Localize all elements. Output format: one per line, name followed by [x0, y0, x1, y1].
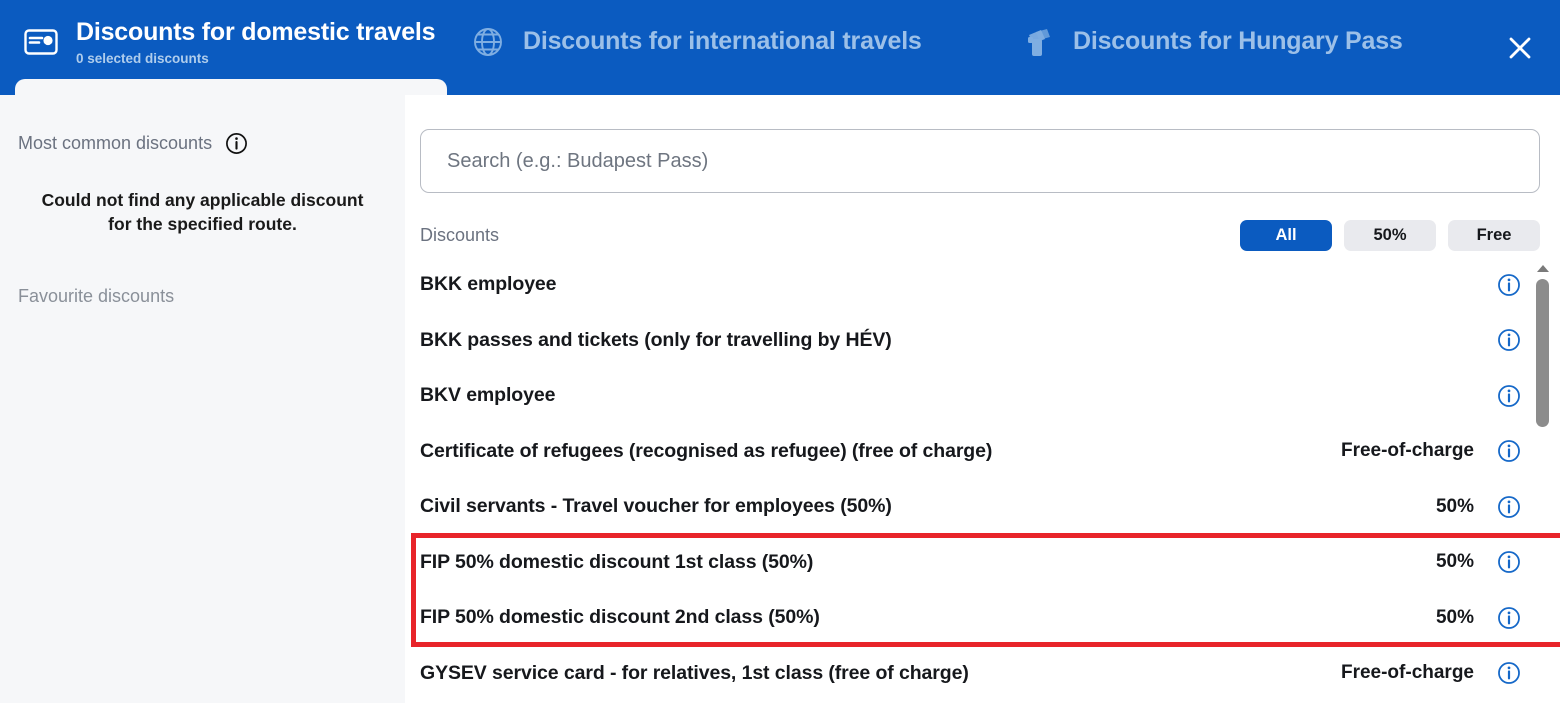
close-icon[interactable]	[1502, 30, 1538, 66]
discount-name: Certificate of refugees (recognised as r…	[420, 439, 993, 462]
table-row[interactable]: FIP 50% domestic discount 1st class (50%…	[405, 535, 1560, 591]
discount-value: 50%	[1435, 551, 1474, 573]
discount-value: Free-of-charge	[1340, 440, 1474, 462]
table-row[interactable]: FIP 50% domestic discount 2nd class (50%…	[405, 590, 1560, 646]
sidebar-most-common-label: Most common discounts	[18, 133, 213, 153]
sidebar-most-common-header: Most common discounts	[18, 131, 387, 156]
scrollbar-thumb[interactable]	[1536, 279, 1549, 427]
info-icon[interactable]	[1496, 549, 1522, 575]
table-row[interactable]: BKV employee	[405, 368, 1560, 424]
discount-value: 50%	[1435, 495, 1474, 517]
discount-name: GYSEV service card - for relatives, 1st …	[420, 661, 969, 684]
dialog-body: Most common discounts Could not find any…	[0, 95, 1560, 703]
discount-list: BKK employee BKK passes and tickets (onl…	[405, 257, 1560, 701]
discount-name: BKK passes and tickets (only for travell…	[420, 328, 892, 351]
discount-name: BKK employee	[420, 273, 557, 296]
info-icon[interactable]	[224, 131, 249, 156]
filter-all-button[interactable]: All	[1240, 219, 1332, 251]
tab-discounts-international[interactable]: Discounts for international travels	[447, 0, 1007, 84]
tab-discounts-domestic[interactable]: Discounts for domestic travels 0 selecte…	[0, 0, 447, 84]
discounts-label: Discounts	[420, 224, 500, 245]
globe-icon	[469, 23, 507, 61]
sidebar-favourite-label: Favourite discounts	[18, 286, 175, 307]
discount-value: Free-of-charge	[1340, 662, 1474, 684]
dialog-header: Discounts for domestic travels 0 selecte…	[0, 0, 1560, 95]
info-icon[interactable]	[1496, 605, 1522, 631]
tab-domestic-title: Discounts for domestic travels	[76, 18, 436, 47]
tab-domestic-subtitle: 0 selected discounts	[76, 50, 209, 66]
filter-free-button[interactable]: Free	[1448, 219, 1540, 251]
active-tab-indicator	[15, 79, 447, 95]
table-row[interactable]: Civil servants - Travel voucher for empl…	[405, 479, 1560, 535]
info-icon[interactable]	[1496, 383, 1522, 409]
discount-name: Civil servants - Travel voucher for empl…	[420, 495, 892, 518]
hungary-pass-icon	[1019, 23, 1057, 61]
sidebar: Most common discounts Could not find any…	[0, 95, 405, 703]
tab-international-title: Discounts for international travels	[523, 27, 922, 56]
info-icon[interactable]	[1496, 494, 1522, 520]
tab-discounts-hungary-pass[interactable]: Discounts for Hungary Pass	[1007, 0, 1437, 84]
tab-hungary-pass-title: Discounts for Hungary Pass	[1073, 27, 1403, 56]
search-container	[405, 129, 1560, 193]
info-icon[interactable]	[1496, 327, 1522, 353]
discount-value: 50%	[1435, 606, 1474, 628]
list-scrollbar[interactable]	[1532, 257, 1554, 701]
info-icon[interactable]	[1496, 660, 1522, 686]
table-row[interactable]: GYSEV service card - for relatives, 1st …	[405, 646, 1560, 702]
list-header: Discounts All 50% Free	[405, 193, 1560, 253]
filter-group: All 50% Free	[1240, 219, 1540, 251]
table-row[interactable]: BKK passes and tickets (only for travell…	[405, 313, 1560, 369]
table-row[interactable]: BKK employee	[405, 257, 1560, 313]
discount-name: FIP 50% domestic discount 1st class (50%…	[420, 550, 814, 573]
info-icon[interactable]	[1496, 272, 1522, 298]
scroll-up-arrow-icon[interactable]	[1537, 265, 1549, 272]
id-card-icon	[22, 23, 60, 61]
discount-name: FIP 50% domestic discount 2nd class (50%…	[420, 606, 820, 629]
table-row[interactable]: Certificate of refugees (recognised as r…	[405, 424, 1560, 480]
discount-name: BKV employee	[420, 384, 556, 407]
filter-50-percent-button[interactable]: 50%	[1344, 219, 1436, 251]
info-icon[interactable]	[1496, 438, 1522, 464]
sidebar-empty-message: Could not find any applicable discount f…	[41, 190, 364, 235]
search-input[interactable]	[420, 129, 1540, 193]
main-panel: Discounts All 50% Free BKK employee	[405, 95, 1560, 703]
